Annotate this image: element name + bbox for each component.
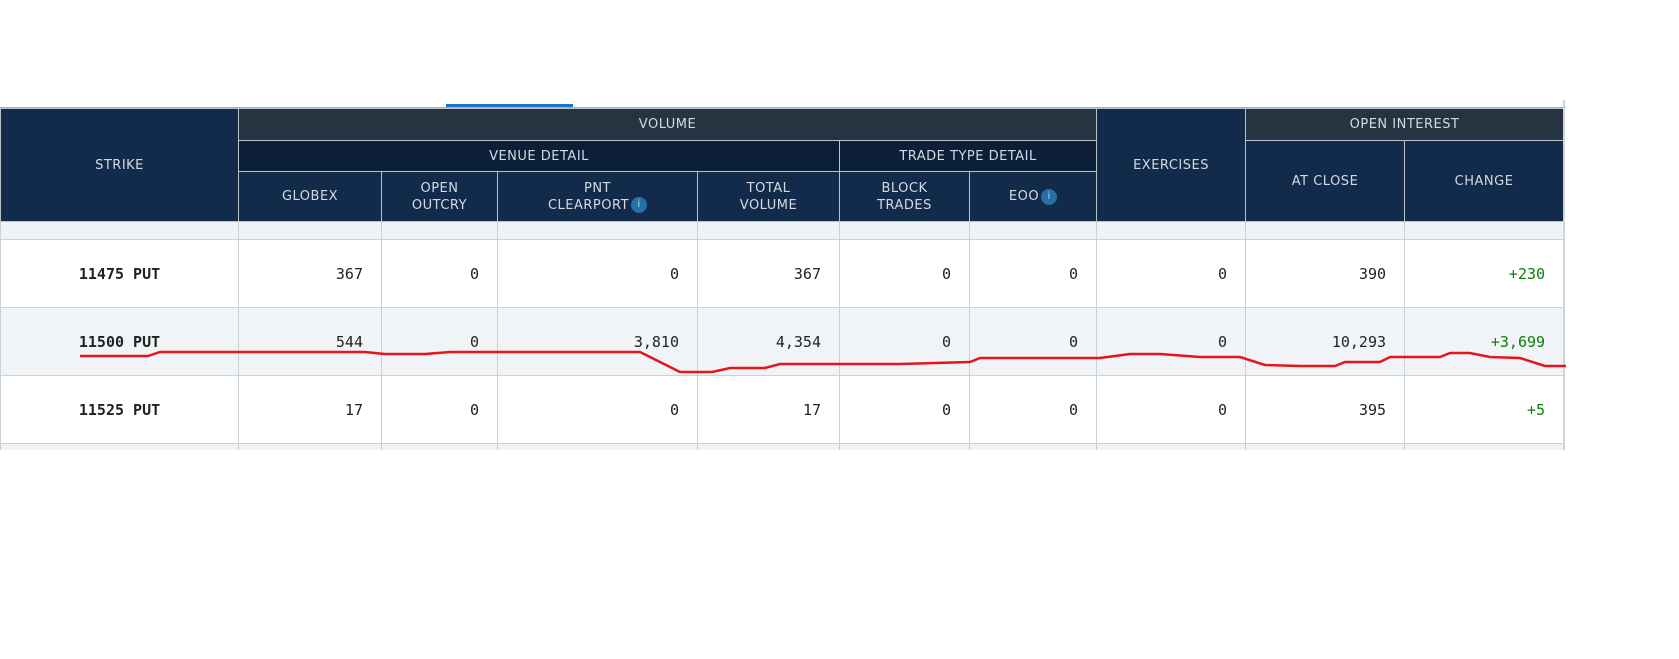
spacer-row	[0, 443, 1565, 450]
exercises-cell: 0	[1096, 375, 1247, 444]
eoo-cell: 0	[968, 307, 1098, 376]
at-close-cell: 395	[1245, 375, 1406, 444]
header-label: OPEN	[420, 180, 459, 196]
header-label: EOO	[1008, 189, 1040, 204]
open-outcry-cell: 0	[381, 375, 498, 444]
strike-cell: 11500 PUT	[0, 307, 239, 376]
header-label: VOLUME	[739, 197, 798, 213]
header-label: BLOCK	[881, 180, 928, 196]
header-open-outcry: OPEN OUTCRY	[381, 171, 498, 222]
header-venue-detail: VENUE DETAIL	[238, 140, 840, 172]
info-icon[interactable]: i	[1041, 188, 1058, 205]
annotation-stroke	[80, 350, 1566, 374]
spacer-row	[0, 221, 1565, 240]
pnt-clearport-cell: 0	[497, 375, 698, 444]
exercises-cell: 0	[1096, 307, 1247, 376]
header-at-close: AT CLOSE	[1245, 140, 1406, 222]
strike-cell: 11475 PUT	[0, 239, 239, 308]
globex-cell: 544	[238, 307, 382, 376]
eoo-cell: 0	[968, 375, 1098, 444]
pnt-clearport-cell: 0	[497, 239, 698, 308]
scroll-edge	[1563, 100, 1565, 450]
header-eoo: EOO i	[968, 171, 1098, 222]
volume-open-interest-table: STRIKE VOLUME EXERCISES OPEN INTEREST VE…	[0, 108, 1565, 450]
active-tab-indicator	[446, 104, 573, 107]
block-trades-cell: 0	[839, 239, 970, 308]
total-volume-cell: 17	[697, 375, 840, 444]
info-icon[interactable]: i	[631, 197, 648, 213]
header-label: PNT	[583, 180, 611, 196]
table-row: 11475 PUT 367 0 0 367 0 0 0 390 +230	[0, 239, 1565, 308]
exercises-cell: 0	[1096, 239, 1247, 308]
header-strike: STRIKE	[0, 108, 239, 222]
header-pnt-clearport: PNT CLEARPORT i	[497, 171, 698, 222]
change-cell: +230	[1404, 239, 1565, 308]
total-volume-cell: 367	[697, 239, 840, 308]
header-label: TOTAL	[746, 180, 791, 196]
header-open-interest: OPEN INTEREST	[1245, 108, 1565, 141]
header-label: TRADES	[877, 197, 932, 213]
header-exercises: EXERCISES	[1096, 108, 1247, 222]
header-globex: GLOBEX	[238, 171, 382, 222]
divider	[0, 107, 1566, 108]
change-cell: +5	[1404, 375, 1565, 444]
strike-cell: 11525 PUT	[0, 375, 239, 444]
table-row: 11525 PUT 17 0 0 17 0 0 0 395 +5	[0, 375, 1565, 444]
header-label: CLEARPORT	[547, 197, 630, 213]
header-change: CHANGE	[1404, 140, 1565, 222]
total-volume-cell: 4,354	[697, 307, 840, 376]
header-label: OUTCRY	[411, 197, 468, 213]
globex-cell: 17	[238, 375, 382, 444]
open-outcry-cell: 0	[381, 307, 498, 376]
header-total-volume: TOTAL VOLUME	[697, 171, 840, 222]
